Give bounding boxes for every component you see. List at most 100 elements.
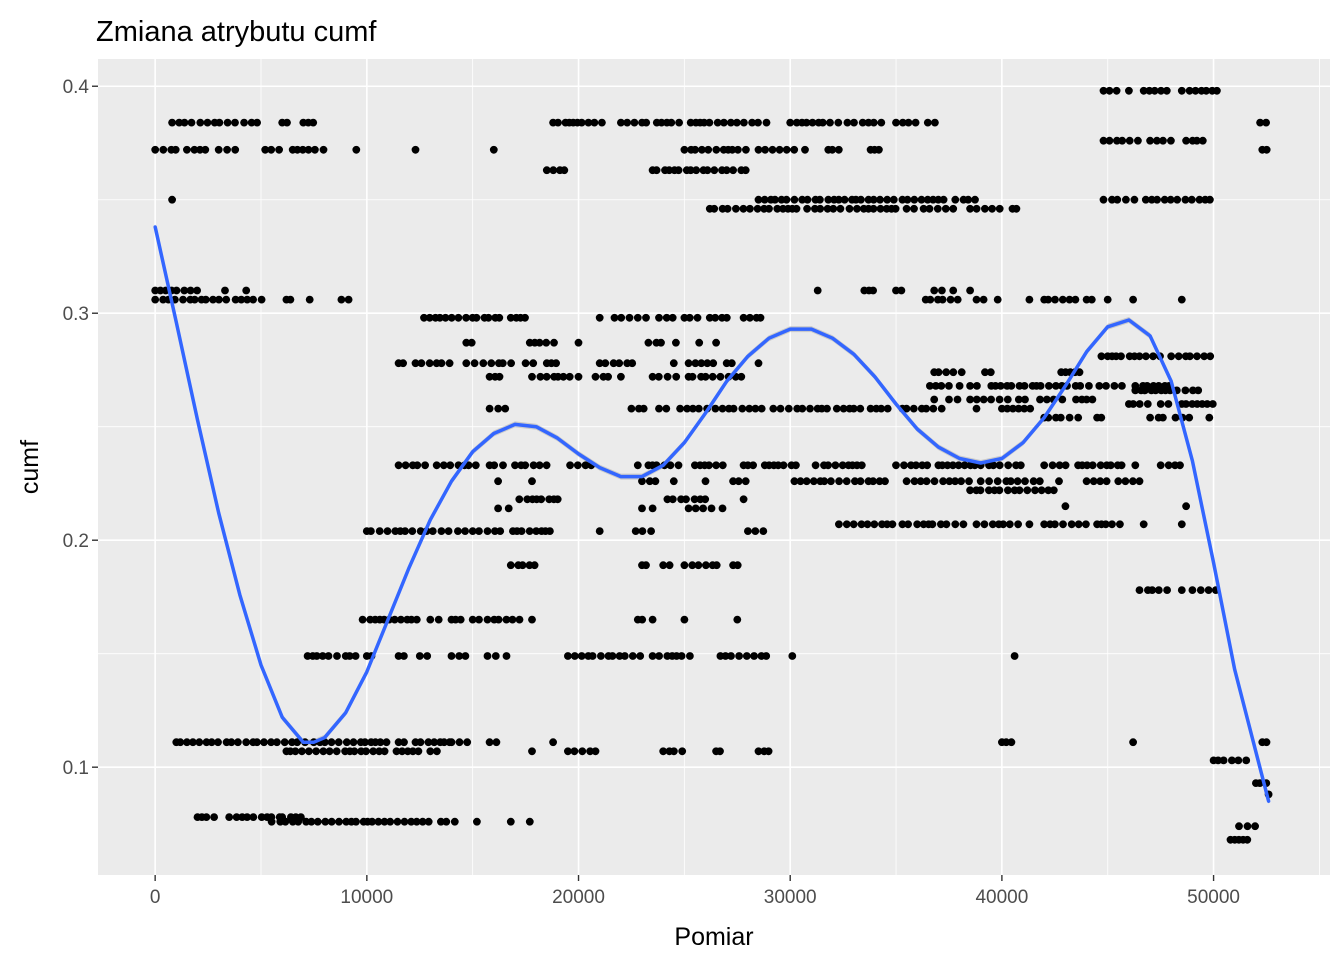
data-point [651, 477, 660, 486]
data-point [776, 404, 785, 413]
data-point [1159, 136, 1167, 145]
data-point [418, 817, 427, 826]
data-point [954, 461, 963, 470]
data-point [857, 461, 866, 470]
data-point [1195, 195, 1204, 204]
data-point [945, 382, 953, 390]
data-point [1040, 461, 1049, 470]
data-point [881, 477, 889, 486]
data-point [566, 461, 574, 470]
data-point [648, 615, 657, 624]
data-point [494, 504, 502, 513]
data-point [834, 118, 843, 127]
data-point [684, 359, 693, 368]
data-point [203, 118, 212, 127]
data-point [934, 368, 943, 377]
data-point [1151, 386, 1160, 395]
data-point [407, 817, 416, 826]
data-point [1131, 461, 1140, 470]
data-point [423, 652, 432, 660]
data-point [1177, 86, 1186, 95]
data-point [707, 504, 716, 513]
data-point [494, 404, 503, 413]
data-point [688, 372, 697, 381]
data-point [838, 461, 847, 470]
data-point [971, 195, 979, 204]
data-point [712, 461, 720, 470]
data-point [196, 118, 205, 127]
data-point [1262, 738, 1271, 747]
data-point [883, 404, 892, 413]
data-point [487, 359, 496, 368]
data-point [803, 204, 811, 213]
data-point [537, 495, 546, 504]
data-point [870, 520, 879, 529]
data-point [708, 372, 717, 381]
data-point [337, 295, 346, 304]
data-point [464, 461, 473, 470]
data-point [769, 404, 778, 413]
data-point [1187, 195, 1196, 204]
data-point [383, 527, 392, 535]
data-point [1021, 477, 1029, 486]
data-point [985, 477, 993, 486]
data-point [655, 652, 663, 660]
data-point [617, 118, 625, 127]
data-point [1177, 520, 1186, 529]
data-point [876, 195, 884, 204]
data-point [733, 561, 742, 570]
data-point [462, 338, 471, 347]
data-point [1186, 352, 1194, 361]
data-point [425, 359, 434, 368]
data-point [172, 286, 181, 295]
data-point [744, 527, 752, 535]
data-point [1004, 486, 1012, 495]
data-point [1125, 136, 1134, 145]
data-point [502, 615, 511, 624]
data-point [675, 118, 683, 127]
data-point [436, 313, 444, 322]
data-point [506, 561, 515, 570]
data-point [1129, 295, 1137, 304]
data-point [761, 145, 769, 154]
data-point [1012, 204, 1021, 213]
data-point [309, 118, 318, 127]
data-point [654, 372, 663, 381]
data-point [903, 195, 912, 204]
data-point [483, 527, 492, 535]
data-point [1150, 86, 1159, 95]
y-axis: 0.1 0.2 0.3 0.4 [63, 77, 98, 779]
data-point [738, 404, 747, 413]
data-point [737, 372, 746, 381]
data-point [712, 561, 721, 570]
data-point [857, 520, 866, 529]
data-point [904, 118, 913, 127]
data-point [581, 461, 590, 470]
data-point [1016, 461, 1025, 470]
data-point [792, 204, 801, 213]
data-point [662, 313, 671, 322]
data-point [655, 404, 663, 413]
data-point [946, 295, 955, 304]
data-point [528, 372, 536, 381]
data-point [210, 813, 219, 821]
data-point [283, 118, 291, 127]
data-point [652, 166, 661, 175]
data-point [183, 145, 191, 154]
data-point [638, 477, 646, 486]
data-point [938, 286, 946, 295]
data-point [636, 652, 645, 660]
data-point [617, 313, 626, 322]
data-point [1052, 382, 1060, 390]
data-point [1181, 195, 1190, 204]
data-point [1154, 586, 1163, 594]
data-point [242, 286, 251, 295]
data-point [669, 477, 678, 486]
data-point [966, 204, 974, 213]
data-point [1074, 520, 1083, 529]
data-point [325, 747, 334, 756]
data-point [674, 461, 683, 470]
data-point [689, 404, 697, 413]
data-point [1208, 400, 1217, 408]
y-axis-title: cumf [16, 440, 44, 494]
